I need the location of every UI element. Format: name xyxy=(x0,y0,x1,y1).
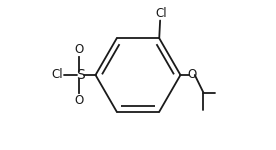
Text: S: S xyxy=(76,68,85,82)
Text: Cl: Cl xyxy=(51,69,63,81)
Text: O: O xyxy=(75,94,84,107)
Text: O: O xyxy=(187,69,197,81)
Text: Cl: Cl xyxy=(155,7,167,20)
Text: O: O xyxy=(75,43,84,56)
